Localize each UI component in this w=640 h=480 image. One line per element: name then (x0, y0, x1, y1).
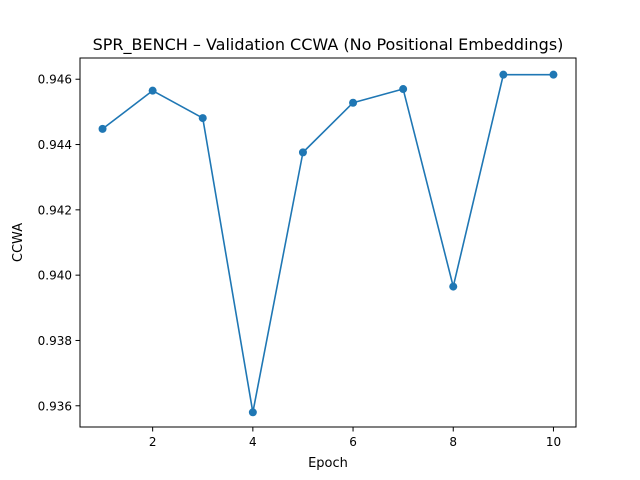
x-tick-label: 6 (349, 435, 357, 449)
data-point (499, 70, 508, 79)
series-line (102, 73, 554, 414)
x-tick-label: 2 (149, 435, 157, 449)
y-tick-label: 0.944 (38, 138, 72, 152)
y-tick-label: 0.946 (38, 73, 72, 87)
data-point (298, 148, 307, 157)
data-point (549, 70, 558, 79)
data-point (449, 282, 458, 291)
plot-area (79, 57, 577, 428)
data-point (198, 114, 207, 123)
y-tick-label: 0.940 (38, 269, 72, 283)
x-axis: 2 4 6 8 10 (149, 427, 561, 449)
x-tick-label: 4 (249, 435, 257, 449)
y-tick-label: 0.936 (38, 399, 72, 413)
y-tick-label: 0.938 (38, 334, 72, 348)
data-point (148, 86, 157, 95)
x-axis-label: Epoch (308, 456, 348, 471)
data-point (248, 408, 257, 417)
y-axis-label: CCWA (11, 223, 26, 262)
y-tick-label: 0.942 (38, 203, 72, 217)
chart-title: SPR_BENCH – Validation CCWA (No Position… (93, 35, 564, 55)
data-point (98, 124, 107, 133)
y-axis: 0.936 0.938 0.940 0.942 0.944 0.946 (38, 73, 80, 413)
series-layer (98, 70, 558, 417)
data-point (349, 98, 358, 107)
data-point (399, 85, 408, 94)
x-tick-label: 10 (546, 435, 561, 449)
x-tick-label: 8 (449, 435, 457, 449)
